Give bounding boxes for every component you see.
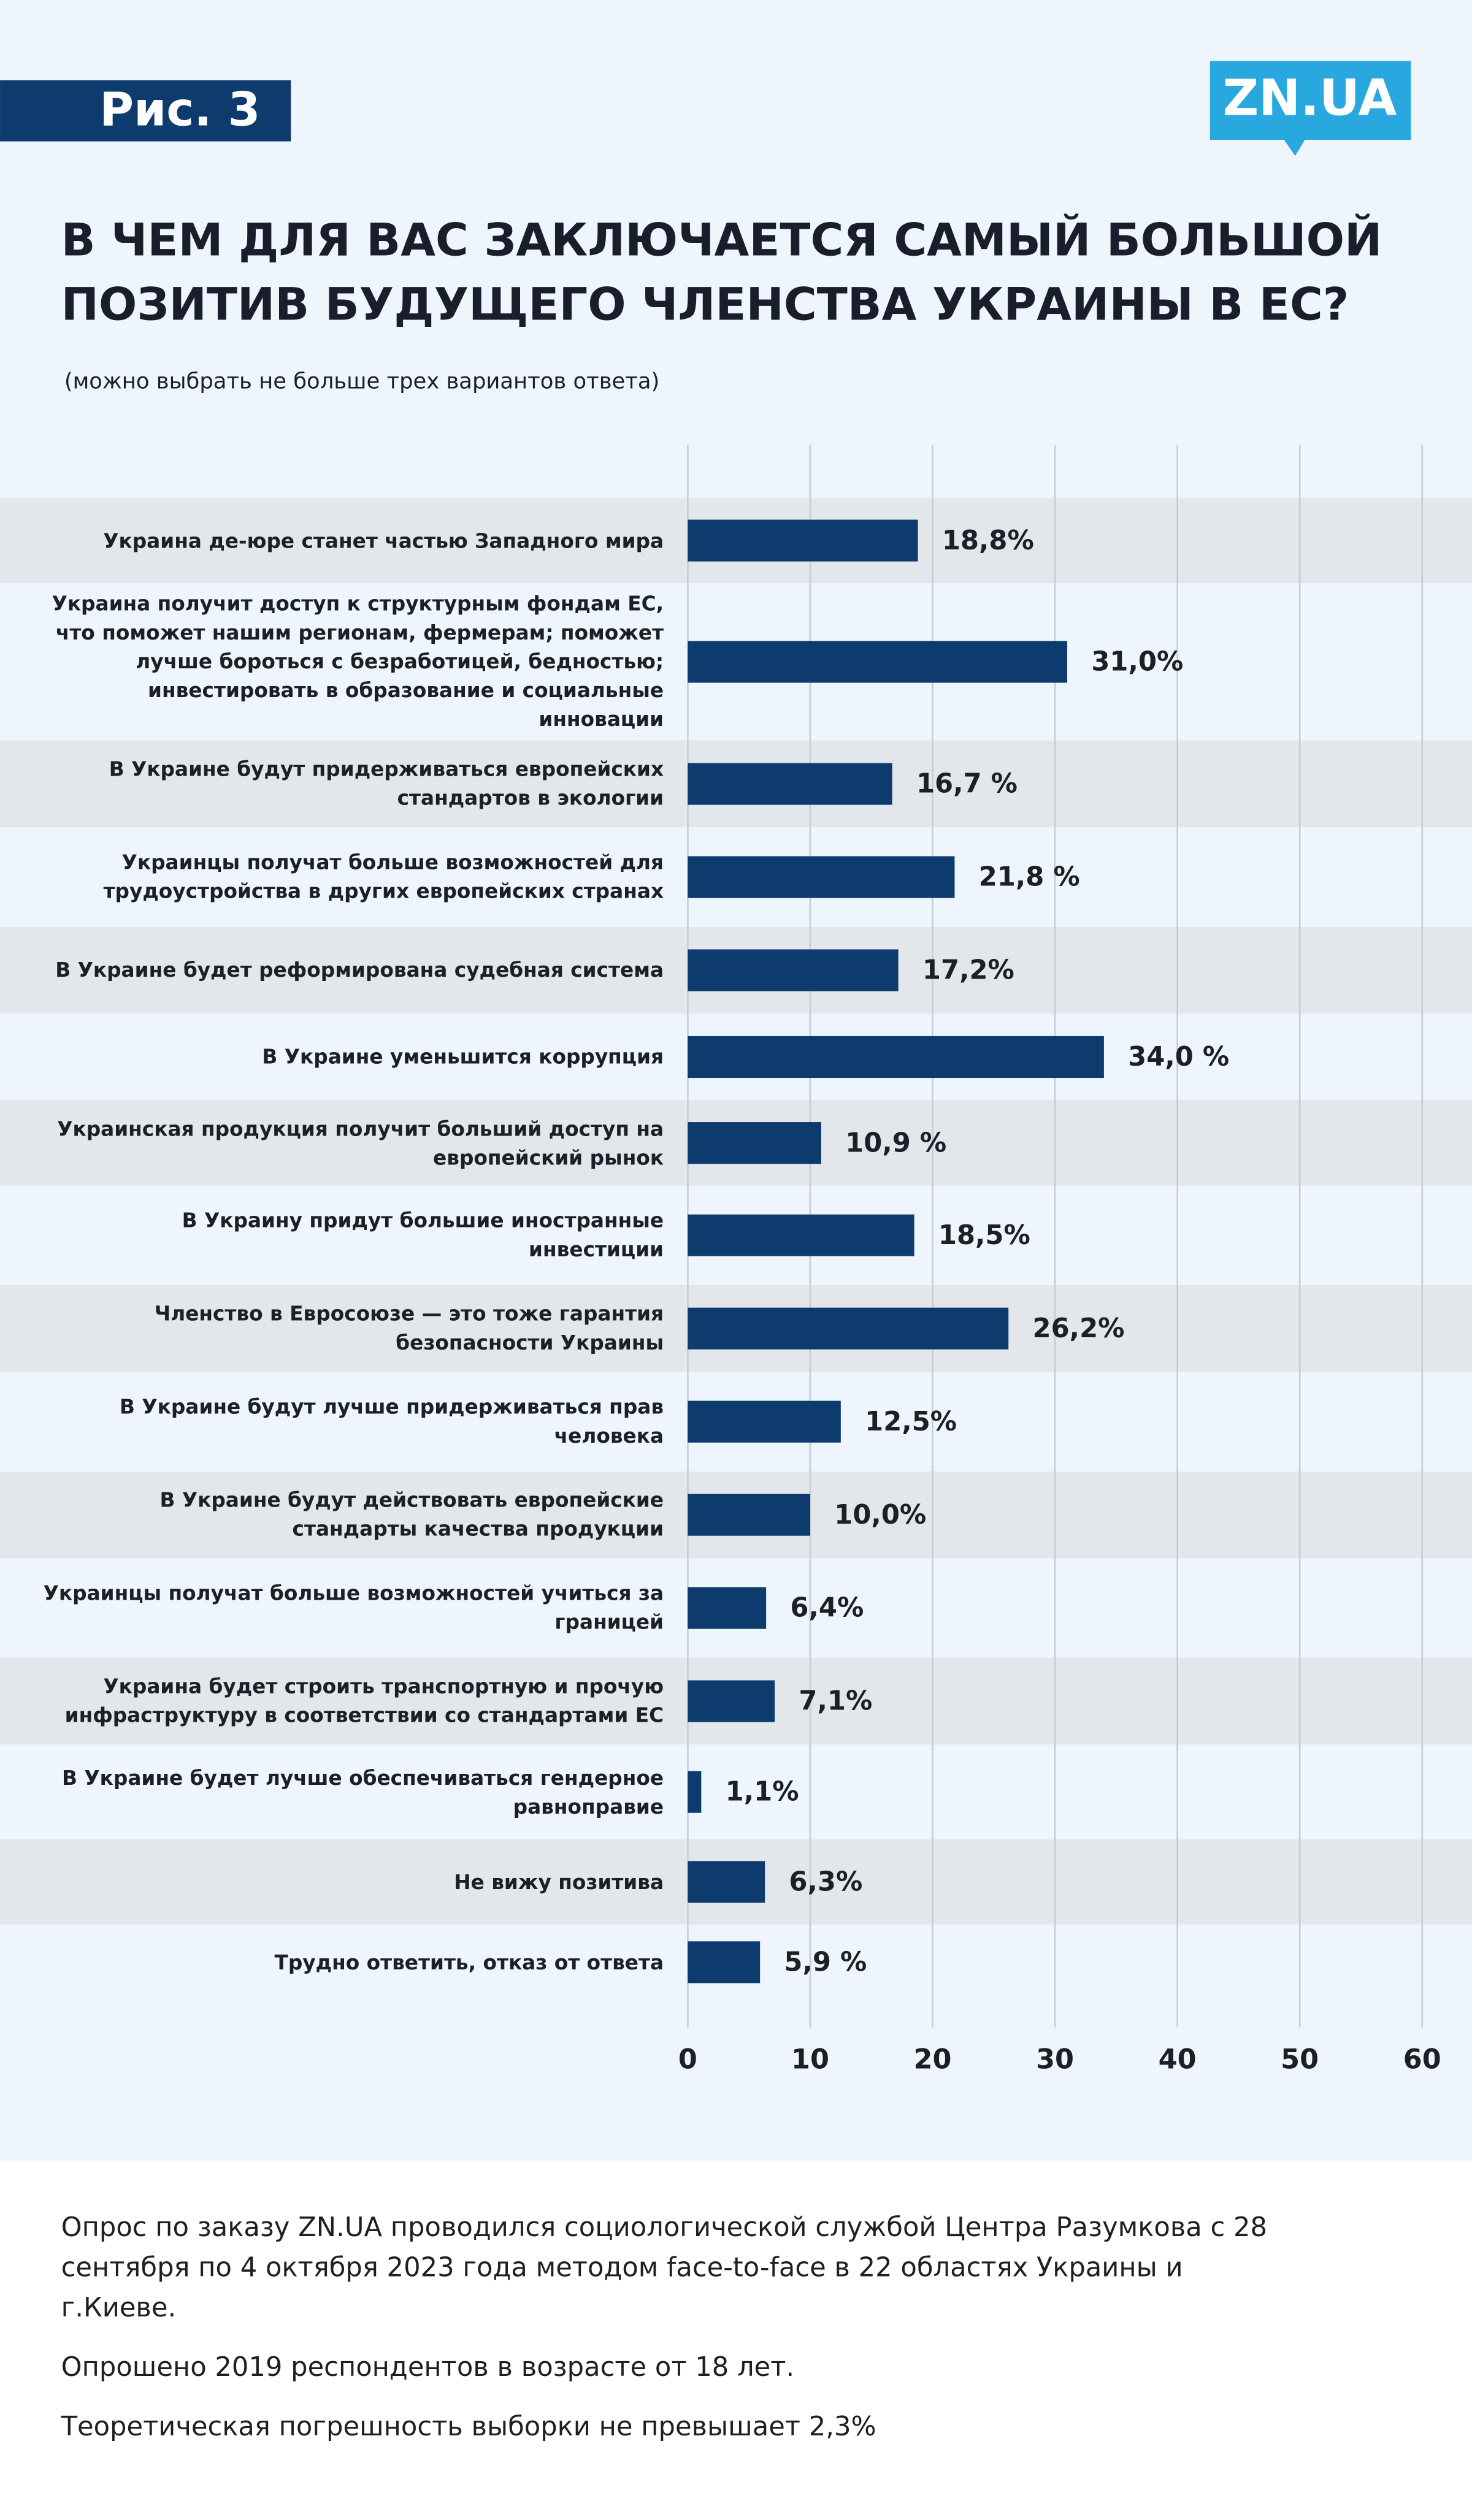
category-label-box: Членство в Евросоюзе — это тоже гарантия… bbox=[154, 1301, 664, 1354]
figure-label: Рис. 3 bbox=[99, 82, 260, 136]
footer-note: Опрос по заказу ZN.UA проводился социоло… bbox=[61, 2212, 1268, 2323]
category-label: Трудно ответить, отказ от ответа bbox=[274, 1949, 664, 1974]
bar bbox=[688, 1680, 775, 1722]
value-label: 16,7 % bbox=[916, 769, 1018, 800]
category-label-box: Трудно ответить, отказ от ответа bbox=[274, 1949, 664, 1974]
category-label: Украинцы получат больше возможностей учи… bbox=[43, 1581, 664, 1634]
bar bbox=[688, 1494, 810, 1536]
bar bbox=[688, 1861, 765, 1903]
category-label: В Украине будут придерживаться европейск… bbox=[109, 757, 664, 810]
value-label: 6,4% bbox=[790, 1593, 864, 1624]
category-label-box: В Украине будут лучше придерживаться пра… bbox=[119, 1394, 664, 1448]
x-tick-label: 60 bbox=[1403, 2043, 1441, 2075]
x-tick-label: 10 bbox=[791, 2043, 829, 2075]
category-label: Членство в Евросоюзе — это тоже гарантия… bbox=[154, 1301, 664, 1354]
value-label: 5,9 % bbox=[784, 1947, 867, 1977]
logo: ZN.UA bbox=[1222, 70, 1397, 128]
category-label-box: Украина будет строить транспортную и про… bbox=[64, 1674, 664, 1727]
footer-background bbox=[0, 2160, 1472, 2520]
bar bbox=[688, 856, 955, 898]
value-label: 26,2% bbox=[1033, 1313, 1125, 1344]
footer-box: Опрос по заказу ZN.UA проводился социоло… bbox=[61, 2212, 1268, 2442]
footer-note: Теоретическая погрешность выборки не пре… bbox=[61, 2411, 876, 2442]
bar bbox=[688, 949, 899, 991]
value-label: 17,2% bbox=[922, 955, 1014, 986]
bar bbox=[688, 641, 1068, 683]
bar bbox=[688, 1307, 1009, 1350]
category-label: Украина де-юре станет частью Западного м… bbox=[103, 527, 664, 552]
category-label: Украина получит доступ к структурным фон… bbox=[52, 591, 664, 731]
value-label: 6,3% bbox=[789, 1866, 862, 1897]
category-label-box: В Украине будет лучше обеспечиваться ген… bbox=[62, 1765, 664, 1818]
category-label: В Украине будут действовать европейские … bbox=[159, 1487, 664, 1541]
category-label: Украинская продукция получит больший дос… bbox=[57, 1115, 664, 1169]
value-label: 31,0% bbox=[1091, 647, 1183, 678]
category-label-box: Украинцы получат больше возможностей учи… bbox=[43, 1581, 664, 1634]
x-tick-label: 0 bbox=[678, 2043, 697, 2075]
category-label-box: В Украине будут придерживаться европейск… bbox=[109, 757, 664, 810]
bar bbox=[688, 1941, 761, 1984]
bar bbox=[688, 519, 918, 562]
category-label: В Украине будет лучше обеспечиваться ген… bbox=[62, 1765, 664, 1818]
x-tick-label: 40 bbox=[1159, 2043, 1197, 2075]
bar bbox=[688, 763, 892, 805]
category-label-box: Украина получит доступ к структурным фон… bbox=[52, 591, 664, 731]
bar bbox=[688, 1214, 914, 1256]
bar bbox=[688, 1122, 821, 1164]
x-tick-label: 30 bbox=[1036, 2043, 1074, 2075]
value-label: 34,0 % bbox=[1128, 1042, 1229, 1072]
value-label: 12,5% bbox=[865, 1407, 957, 1437]
category-label: Украинцы получат больше возможностей для… bbox=[103, 849, 664, 903]
category-label-box: Украинцы получат больше возможностей для… bbox=[103, 849, 664, 903]
footer-note: Опрошено 2019 респондентов в возрасте от… bbox=[61, 2351, 795, 2383]
category-label: Украина будет строить транспортную и про… bbox=[64, 1674, 664, 1727]
category-label-box: В Украине будет реформирована судебная с… bbox=[55, 957, 664, 982]
subtitle: (можно выбрать не больше трех вариантов … bbox=[64, 369, 660, 394]
value-label: 7,1% bbox=[799, 1686, 872, 1717]
figure-label-box bbox=[0, 80, 291, 142]
category-label-box: Украинская продукция получит больший дос… bbox=[57, 1115, 664, 1169]
category-label-box: Не вижу позитива bbox=[454, 1869, 664, 1893]
value-label: 18,5% bbox=[938, 1220, 1030, 1251]
value-label: 21,8 % bbox=[979, 862, 1080, 893]
category-label-box: Украина де-юре станет частью Западного м… bbox=[103, 527, 664, 552]
x-tick-label: 50 bbox=[1281, 2043, 1319, 2075]
bar bbox=[688, 1400, 841, 1443]
category-label: В Украине уменьшится коррупция bbox=[262, 1044, 664, 1069]
bar bbox=[688, 1587, 767, 1629]
category-label: Не вижу позитива bbox=[454, 1869, 664, 1893]
bar bbox=[688, 1771, 702, 1813]
logo-bubble bbox=[1209, 61, 1411, 156]
category-label: В Украину придут большие иностранные инв… bbox=[182, 1208, 664, 1261]
category-label: В Украине будет реформирована судебная с… bbox=[55, 957, 664, 982]
value-label: 10,0% bbox=[834, 1500, 926, 1530]
x-tick-label: 20 bbox=[914, 2043, 952, 2075]
value-label: 10,9 % bbox=[845, 1128, 946, 1158]
chart-title-box: В ЧЕМ ДЛЯ ВАС ЗАКЛЮЧАЕТСЯ САМЫЙ БОЛЬШОЙ … bbox=[61, 213, 1382, 331]
category-label-box: В Украине будут действовать европейские … bbox=[159, 1487, 664, 1541]
chart-title: В ЧЕМ ДЛЯ ВАС ЗАКЛЮЧАЕТСЯ САМЫЙ БОЛЬШОЙ … bbox=[61, 213, 1382, 331]
background bbox=[0, 0, 1472, 2161]
bar bbox=[688, 1036, 1104, 1079]
value-label: 18,8% bbox=[942, 525, 1034, 556]
value-label: 1,1% bbox=[726, 1777, 799, 1808]
category-label-box: В Украине уменьшится коррупция bbox=[262, 1044, 664, 1069]
category-label: В Украине будут лучше придерживаться пра… bbox=[119, 1394, 664, 1448]
category-label-box: В Украину придут большие иностранные инв… bbox=[182, 1208, 664, 1261]
